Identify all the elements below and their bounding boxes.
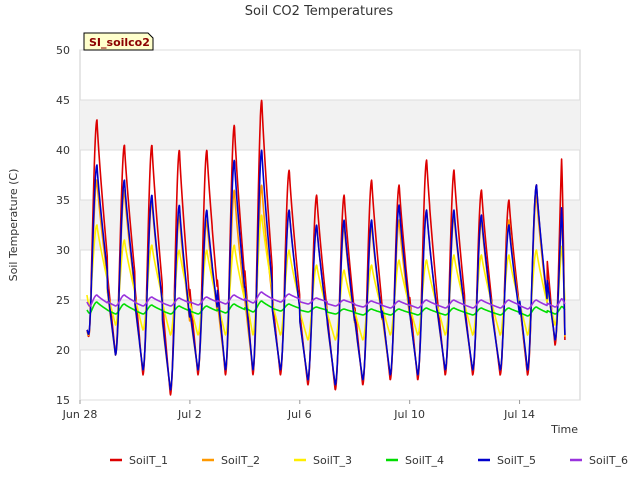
series-line-SoilT_6 [86,291,566,310]
series-line-SoilT_5 [86,149,566,391]
y-tick-label: 45 [56,94,70,107]
y-tick-label: 30 [56,244,70,257]
site-tag: SI_soilco2 [83,32,154,51]
x-tick-label: Jul 2 [177,408,202,421]
legend-item-SoilT_2: SoilT_2 [202,454,260,467]
x-tick-label: Jul 14 [503,408,535,421]
legend-label: SoilT_1 [129,454,168,467]
series-lines [86,99,566,396]
legend-label: SoilT_3 [313,454,352,467]
y-tick-label: 35 [56,194,70,207]
legend-label: SoilT_5 [497,454,536,467]
y-tick-label: 20 [56,344,70,357]
y-axis-ticks: 15 20 25 30 35 40 45 50 [56,44,70,407]
x-tick-label: Jul 6 [287,408,312,421]
legend-item-SoilT_4: SoilT_4 [386,454,444,467]
legend-item-SoilT_1: SoilT_1 [110,454,168,467]
chart-title: Soil CO2 Temperatures [245,4,394,19]
legend-label: SoilT_4 [405,454,444,467]
band-1 [80,200,580,250]
y-tick-label: 15 [56,394,70,407]
x-tick-label: Jul 10 [393,408,425,421]
y-tick-label: 50 [56,44,70,57]
x-axis-label: Time [550,423,578,436]
y-tick-label: 25 [56,294,70,307]
band-2 [80,100,580,150]
legend-label: SoilT_6 [589,454,628,467]
y-axis-label: Soil Temperature (C) [7,169,20,282]
site-tag-box [83,32,154,51]
legend: SoilT_1 SoilT_2 SoilT_3 SoilT_4 SoilT_5 SoilT… [110,454,628,467]
x-axis-ticks: Jun 28 Jul 2 Jul 6 Jul 10 Jul 14 [62,400,535,421]
y-tick-label: 40 [56,144,70,157]
legend-item-SoilT_6: SoilT_6 [570,454,628,467]
legend-item-SoilT_3: SoilT_3 [294,454,352,467]
site-tag-label: SI_soilco2 [89,36,150,49]
legend-item-SoilT_5: SoilT_5 [478,454,536,467]
legend-label: SoilT_2 [221,454,260,467]
x-tick-label: Jun 28 [62,408,98,421]
